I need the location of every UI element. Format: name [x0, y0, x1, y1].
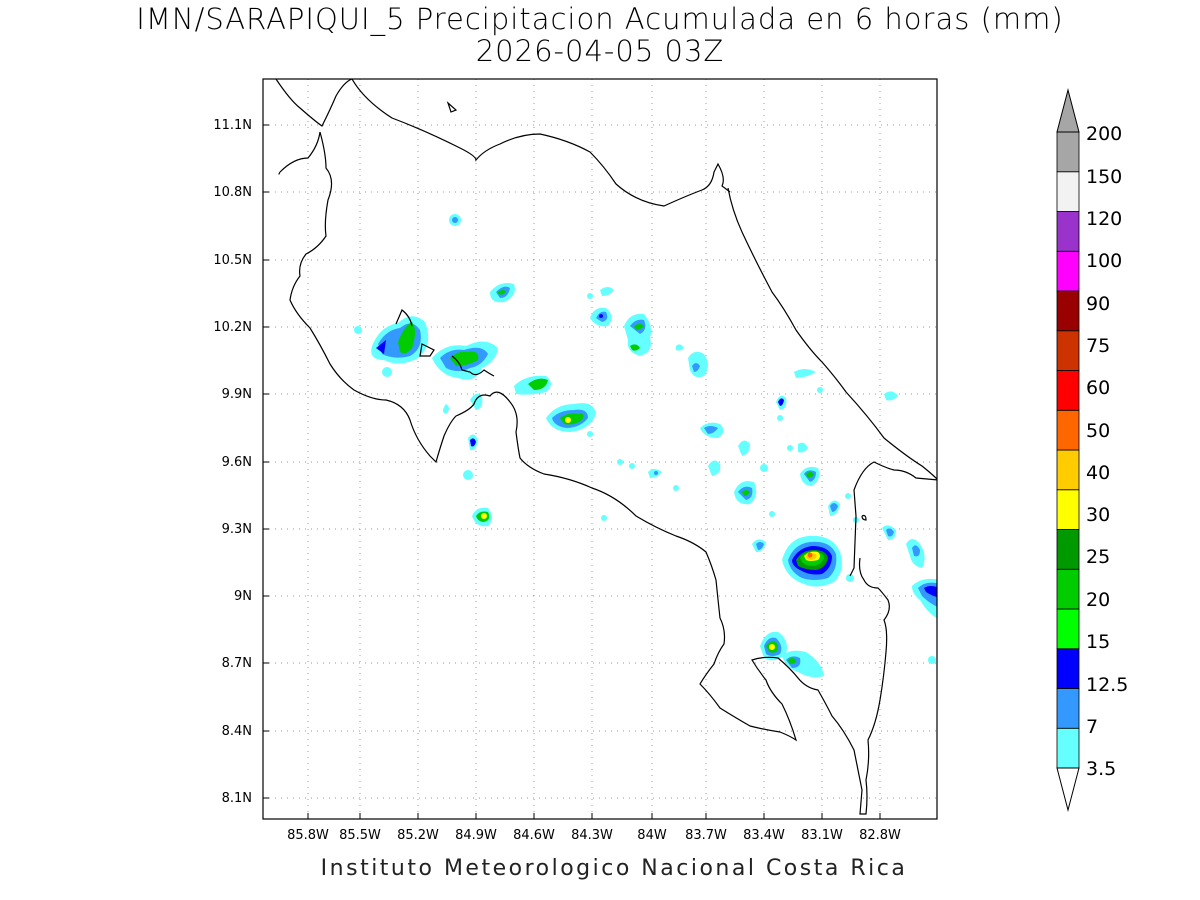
- x-tick-label: 82.8W: [859, 828, 901, 843]
- colorbar-swatch: [1056, 529, 1080, 570]
- rain-cell: [752, 535, 854, 587]
- longitude-axis: 85.8W 85.5W 85.2W 84.9W 84.6W 84.3W 84W …: [287, 828, 901, 843]
- colorbar-swatch: [1056, 727, 1080, 769]
- colorbar-swatch: [1056, 688, 1080, 729]
- x-tick-label: 84.9W: [455, 828, 497, 843]
- y-tick-label: 8.1N: [222, 791, 252, 806]
- x-tick-label: 83.4W: [743, 828, 785, 843]
- colorbar-swatch: [1056, 330, 1080, 371]
- rain-cell: [845, 391, 937, 664]
- x-tick-label: 84W: [637, 828, 667, 843]
- colorbar-label: 40: [1086, 462, 1110, 484]
- colorbar-legend: 3.5 7 12.5 15 20 25 30 40 50 60 75 90 10…: [1056, 88, 1128, 812]
- rain-cell: [449, 214, 515, 303]
- colorbar-label: 200: [1086, 123, 1122, 145]
- colorbar-swatch: [1056, 409, 1080, 451]
- colorbar-label: 90: [1086, 293, 1110, 315]
- rain-cell: [354, 316, 429, 377]
- map-grid: [263, 79, 937, 819]
- colorbar-swatch: [1056, 608, 1080, 650]
- x-tick-label: 83.7W: [685, 828, 727, 843]
- map-title: IMN/SARAPIQUI_5 Precipitacion Acumulada …: [136, 2, 1064, 36]
- colorbar-label: 100: [1086, 250, 1122, 272]
- coastline-boundaries: [275, 79, 937, 815]
- y-tick-label: 10.5N: [213, 253, 252, 268]
- rain-cell: [587, 431, 679, 521]
- y-tick-label: 11.1N: [213, 118, 252, 133]
- colorbar-label: 50: [1086, 420, 1110, 442]
- y-tick-label: 9N: [234, 589, 252, 604]
- x-tick-label: 84.3W: [571, 828, 613, 843]
- x-tick-label: 85.5W: [339, 828, 381, 843]
- colorbar-label: 30: [1086, 504, 1110, 526]
- rain-cell: [700, 422, 775, 517]
- y-tick-label: 10.8N: [213, 185, 252, 200]
- rain-cell: [463, 393, 492, 527]
- colorbar-swatch: [1056, 568, 1080, 610]
- rain-cell: [432, 341, 498, 414]
- colorbar-swatch: [1056, 648, 1080, 689]
- precipitation-field: [354, 214, 937, 678]
- rain-cell: [776, 369, 840, 516]
- y-tick-label: 9.3N: [222, 522, 252, 537]
- x-tick-label: 84.6W: [513, 828, 555, 843]
- colorbar-label: 75: [1086, 335, 1110, 357]
- colorbar-bottom-arrow: [1056, 767, 1080, 812]
- colorbar-label: 25: [1086, 546, 1110, 568]
- y-tick-label: 9.9N: [222, 387, 252, 402]
- colorbar-label: 12.5: [1086, 674, 1128, 696]
- x-tick-label: 83.1W: [801, 828, 843, 843]
- colorbar-swatch: [1056, 370, 1080, 411]
- colorbar-swatch: [1056, 171, 1080, 212]
- x-tick-label: 85.2W: [397, 828, 439, 843]
- rain-cell: [760, 631, 824, 678]
- y-tick-label: 8.7N: [222, 656, 252, 671]
- footer-credit: Instituto Meteorologico Nacional Costa R…: [320, 856, 908, 881]
- colorbar-label: 3.5: [1086, 758, 1116, 780]
- colorbar-swatch: [1056, 489, 1080, 530]
- y-tick-label: 10.2N: [213, 320, 252, 335]
- colorbar-label: 15: [1086, 631, 1110, 653]
- colorbar-top-arrow: [1056, 88, 1080, 133]
- latitude-axis: 11.1N 10.8N 10.5N 10.2N 9.9N 9.6N 9.3N 9…: [213, 118, 252, 806]
- x-tick-label: 85.8W: [287, 828, 329, 843]
- colorbar-swatch: [1056, 290, 1080, 332]
- colorbar-label: 120: [1086, 208, 1122, 230]
- colorbar-label: 7: [1086, 716, 1098, 738]
- colorbar-swatch: [1056, 250, 1080, 292]
- plot-frame: [262, 78, 938, 820]
- colorbar-label: 60: [1086, 377, 1110, 399]
- colorbar-swatch: [1056, 211, 1080, 252]
- colorbar-swatch: [1056, 131, 1080, 173]
- colorbar-label: 150: [1086, 166, 1122, 188]
- rain-cell: [587, 287, 708, 378]
- rain-cell: [514, 375, 596, 432]
- map-timestamp: 2026-04-05 03Z: [475, 34, 725, 68]
- y-tick-label: 8.4N: [222, 724, 252, 739]
- y-tick-label: 9.6N: [222, 455, 252, 470]
- colorbar-label: 20: [1086, 589, 1110, 611]
- colorbar-swatch: [1056, 449, 1080, 491]
